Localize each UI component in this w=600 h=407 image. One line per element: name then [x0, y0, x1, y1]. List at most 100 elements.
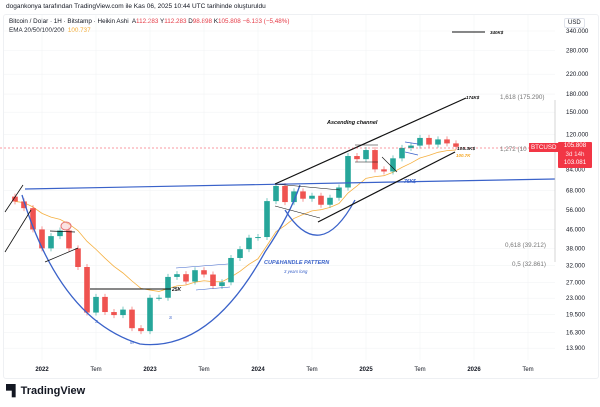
cup-rim-line — [24, 178, 556, 190]
time-tick: 2026 — [467, 367, 481, 373]
fib-labels: 1,618 (175.290) 1,272 (10 0,618 (39.212)… — [500, 94, 546, 268]
candle — [336, 187, 342, 198]
price-tick: 13.900 — [566, 345, 585, 352]
candle — [354, 156, 360, 160]
candle — [435, 139, 441, 145]
price-tick: 340.000 — [566, 28, 589, 35]
candle — [399, 147, 405, 159]
close-value: 105.808 — [218, 18, 241, 25]
candle — [300, 191, 306, 199]
pullback-line — [381, 156, 398, 173]
target-174-label: 174K$ — [466, 95, 480, 100]
time-tick: 2022 — [35, 367, 49, 373]
currency-label[interactable]: USD — [564, 18, 585, 28]
high-label: Y — [159, 18, 165, 25]
candle — [201, 270, 207, 275]
candle — [444, 139, 450, 144]
candle — [111, 312, 117, 316]
candle — [138, 328, 144, 332]
tradingview-logo-icon: ▀▌ — [6, 385, 20, 397]
candle — [75, 248, 81, 267]
price-tick: 27.000 — [566, 279, 585, 286]
candle — [129, 309, 135, 329]
candle — [228, 257, 234, 283]
candle — [282, 185, 288, 203]
candle — [408, 145, 414, 148]
annotation-labels: Ascending channel 174K$ 340K$ 105.3K$ 10… — [95, 30, 504, 345]
fib-1272: 1,272 (10 — [500, 146, 527, 153]
flag-bottom — [44, 247, 79, 263]
candle — [120, 309, 126, 316]
shoulder-right-label: S — [169, 315, 172, 320]
candle — [147, 297, 153, 332]
ohlc-line: Bitcoin / Dolar · 1H · Bitstamp · Heikin… — [9, 17, 289, 26]
candle — [30, 208, 36, 230]
price-tick: 120.000 — [566, 131, 589, 138]
cup-duration-label: 3 years long — [284, 269, 308, 274]
price-tick: 23.000 — [566, 295, 585, 302]
wedge-top — [274, 183, 341, 191]
candle — [102, 296, 108, 313]
time-tick: Tem — [198, 367, 209, 373]
target-340-label: 340K$ — [490, 30, 504, 35]
candle — [165, 276, 171, 298]
open-value: 112.283 — [136, 18, 159, 25]
candle — [84, 266, 90, 313]
candle — [156, 297, 162, 299]
channel-bottom — [317, 151, 456, 223]
candle — [183, 274, 189, 282]
ascending-channel-label: Ascending channel — [326, 120, 378, 126]
flag2-bottom — [404, 151, 419, 156]
candle — [453, 143, 459, 147]
change-value: −6.133 (−5,48%) — [242, 18, 290, 25]
candle — [255, 237, 261, 239]
candle — [363, 150, 369, 160]
time-tick: 2023 — [143, 367, 157, 373]
price-tick: 220.000 — [566, 71, 589, 78]
low-label: D — [188, 18, 193, 25]
candle — [219, 282, 225, 287]
tradingview-logo[interactable]: ▀▌ TradingView — [6, 385, 85, 397]
logo-text: TradingView — [20, 385, 86, 397]
fib-0618: 0,618 (39.212) — [505, 242, 546, 249]
flag2-top — [404, 141, 419, 145]
candle — [57, 230, 63, 237]
fib-05: 0,5 (32.861) — [512, 261, 546, 268]
candle — [426, 137, 432, 145]
time-tick: Tem — [414, 367, 425, 373]
low-value: 98.898 — [192, 18, 213, 25]
head-label: M — [130, 340, 134, 345]
range-bottom — [195, 286, 231, 291]
candle — [246, 237, 252, 250]
candle — [291, 191, 297, 203]
chart-legend: Bitcoin / Dolar · 1H · Bitstamp · Heikin… — [9, 17, 289, 35]
candle — [192, 270, 198, 282]
candle — [21, 201, 27, 209]
left-channel-a — [4, 184, 24, 213]
ema-tag-label: 100.7K — [456, 153, 471, 158]
time-tick: 2025 — [359, 367, 373, 373]
symbol-tag: BTCUSD — [529, 143, 559, 152]
candle — [39, 229, 45, 249]
candle — [174, 274, 180, 277]
price-tick: 84.000 — [566, 167, 585, 174]
ema-line — [14, 149, 457, 292]
candle — [372, 150, 378, 170]
handle-curve — [284, 199, 356, 236]
ema-value: 100.737 — [67, 27, 91, 34]
top-circle — [60, 221, 72, 231]
cup-handle-label: CUP&HANDLE PATTERN — [264, 260, 330, 266]
ema-line[interactable]: EMA 20/50/100/200 100.737 — [9, 26, 289, 35]
level-25-label: 25K — [171, 287, 182, 293]
price-tick: 68.000 — [566, 188, 585, 195]
flag-top — [49, 230, 76, 233]
channel-top — [274, 97, 467, 185]
symbol-line[interactable]: Bitcoin / Dolar · 1H · Bitstamp · Heikin… — [9, 18, 129, 25]
level-76-label: 76K$ — [404, 179, 416, 185]
chart-caption: dogankonya tarafından TradingView.com il… — [6, 3, 266, 10]
time-tick: Tem — [522, 367, 533, 373]
high-value: 112.283 — [164, 18, 187, 25]
price-tick: 32.000 — [566, 262, 585, 269]
range-top — [175, 263, 229, 269]
